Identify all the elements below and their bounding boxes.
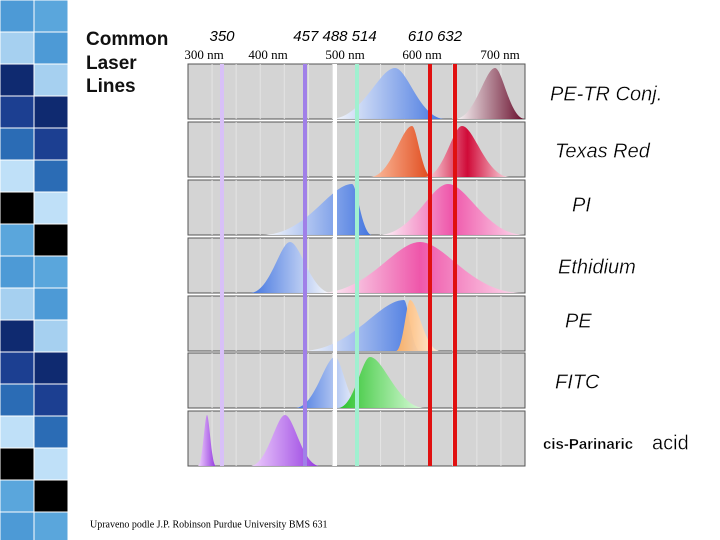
heading-line: Common <box>86 29 168 50</box>
dye-name: FITC <box>555 371 600 393</box>
spectrum-curve <box>198 415 216 466</box>
spectrum-curve <box>300 300 420 351</box>
spectrum-curve <box>425 126 510 177</box>
wavelength-label: 400 nm <box>248 47 287 62</box>
laser-line-label: 457 488 514 <box>293 28 376 45</box>
dye-name: PI <box>572 194 591 216</box>
border-square <box>33 319 69 353</box>
border-square <box>33 63 69 97</box>
border-square <box>33 415 69 449</box>
border-square <box>33 255 69 289</box>
spectrum-curve <box>250 242 332 293</box>
border-square <box>0 159 35 193</box>
border-square <box>0 191 35 225</box>
border-square <box>0 511 35 540</box>
laser-line-label: 350 <box>209 28 235 45</box>
border-square <box>33 31 69 65</box>
border-square <box>0 255 35 289</box>
border-square <box>33 383 69 417</box>
laser-line-label: 610 632 <box>408 28 463 45</box>
border-square <box>0 287 35 321</box>
spectrum-curve <box>455 68 525 119</box>
border-square <box>0 223 35 257</box>
border-square <box>0 95 35 129</box>
heading-line: Lines <box>86 76 136 97</box>
spectrum-curve <box>295 357 362 408</box>
wavelength-label: 700 nm <box>480 47 519 62</box>
border-square <box>33 223 69 257</box>
dye-name: Texas Red <box>555 140 651 162</box>
spectrum-curve <box>378 184 525 235</box>
credit: Upraveno podle J.P. Robinson Purdue Univ… <box>90 519 328 530</box>
heading-line: Laser <box>86 53 137 74</box>
border-square <box>0 351 35 385</box>
border-square <box>33 159 69 193</box>
border-square <box>0 127 35 161</box>
wavelength-label: 600 nm <box>402 47 441 62</box>
spectrum-curve <box>250 415 320 466</box>
spectrum-curve <box>370 126 432 177</box>
spectrum-curve <box>318 242 522 293</box>
border-square <box>0 447 35 481</box>
border-square <box>33 287 69 321</box>
spectrum-curve <box>262 184 372 235</box>
border-square <box>0 0 35 33</box>
border-square <box>33 95 69 129</box>
border-square <box>33 351 69 385</box>
border-square <box>0 383 35 417</box>
border-square <box>33 447 69 481</box>
border-square <box>33 479 69 513</box>
border-square <box>0 415 35 449</box>
border-square <box>33 511 69 540</box>
dye-name: Ethidium <box>558 256 636 278</box>
spectrum-curve <box>396 300 440 351</box>
dye-name: PE-TR Conj. <box>550 83 662 105</box>
border-square <box>0 63 35 97</box>
border-square <box>33 127 69 161</box>
dye-name-suffix: acid <box>652 432 689 454</box>
spectra-panels <box>187 63 526 467</box>
border-square <box>0 479 35 513</box>
wavelength-label: 300 nm <box>184 47 223 62</box>
border-square <box>33 0 69 33</box>
border-square <box>0 31 35 65</box>
border-square <box>0 319 35 353</box>
decorative-border <box>0 0 69 540</box>
dye-name: cis-Parinaric <box>543 436 633 453</box>
border-square <box>33 191 69 225</box>
wavelength-label: 500 nm <box>325 47 364 62</box>
spectrum-curve <box>338 357 425 408</box>
dye-name: PE <box>565 310 592 332</box>
